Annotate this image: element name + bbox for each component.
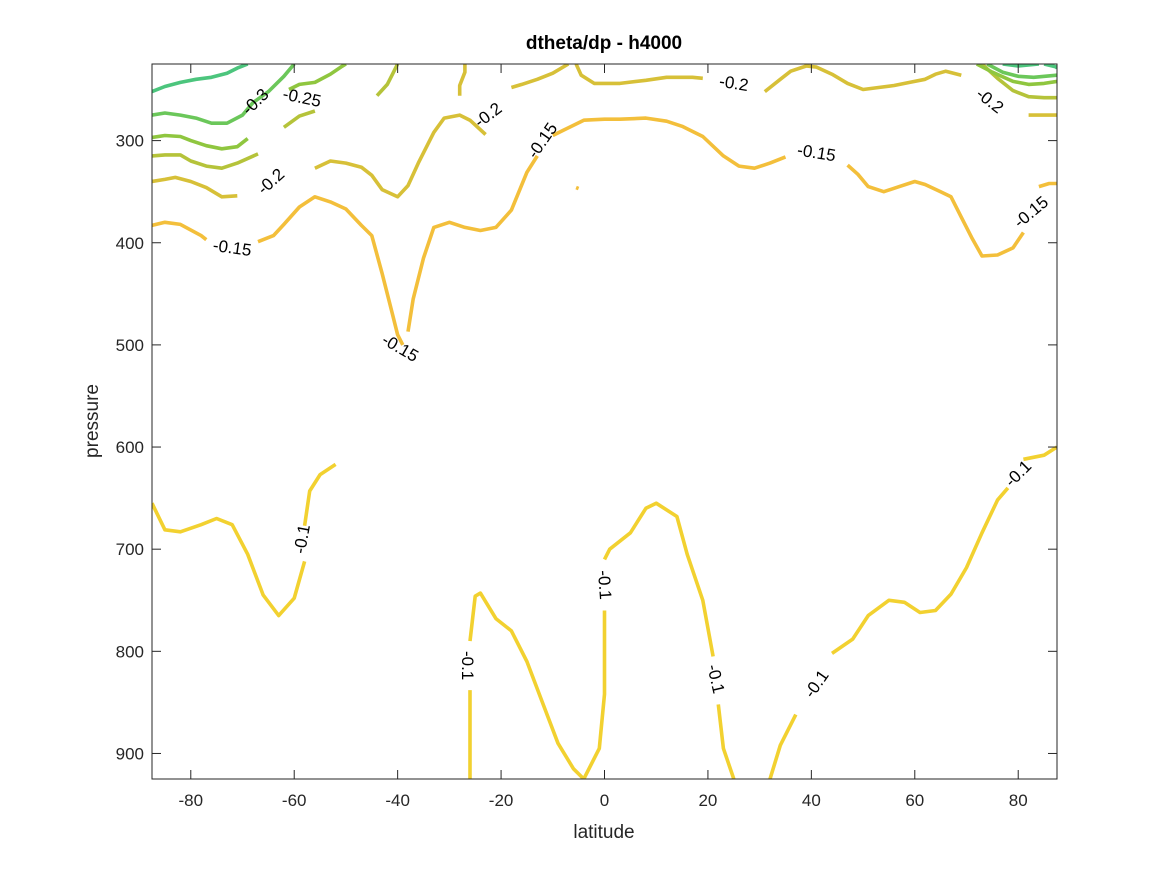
contour-line-25 <box>282 109 316 129</box>
contour-line-6 <box>716 704 736 779</box>
contour-line-19 <box>510 64 570 90</box>
y-tick-label: 800 <box>116 642 144 661</box>
contour-label-13: -0.1 <box>594 570 615 601</box>
contour-label-11: -0.1 <box>290 523 314 555</box>
contour-line-5 <box>602 501 715 657</box>
contour-line-28 <box>152 133 249 151</box>
contour-line-14 <box>846 163 1025 258</box>
contour-line-12 <box>406 154 539 332</box>
contour-line-9 <box>1023 445 1057 462</box>
chart-title: dtheta/dp - h4000 <box>526 33 682 54</box>
contour-line-3 <box>468 591 586 779</box>
contour-line-29 <box>288 64 347 92</box>
x-tick-label: 0 <box>600 791 609 810</box>
y-tick-label: 300 <box>116 132 144 151</box>
contour-line-10 <box>152 220 208 242</box>
contour-line-8 <box>830 486 1010 655</box>
x-tick-label: -80 <box>178 791 203 810</box>
contour-label-12: -0.1 <box>458 651 477 680</box>
contour-line-21 <box>763 64 962 94</box>
y-tick-label: 900 <box>116 744 144 763</box>
y-tick-label: 600 <box>116 438 144 457</box>
contour-line-4 <box>582 610 607 779</box>
y-tick-label: 700 <box>116 540 144 559</box>
x-axis: -80 -60 -40 -20 0 20 40 60 80 <box>178 64 1028 810</box>
contour-line-23 <box>457 64 467 96</box>
contour-line-27 <box>980 64 1057 100</box>
contour-line-0 <box>152 502 307 618</box>
x-tick-label: 40 <box>802 791 821 810</box>
x-axis-label: latitude <box>573 822 634 843</box>
x-tick-label: 20 <box>698 791 717 810</box>
contour-line-13 <box>552 116 787 170</box>
contour-line-20 <box>574 64 703 86</box>
contour-line-33 <box>152 64 249 94</box>
contour-line-32 <box>986 64 1057 80</box>
x-tick-label: -60 <box>282 791 307 810</box>
contour-line-11 <box>257 195 405 346</box>
contour-line-18 <box>314 113 487 199</box>
contour-lines <box>152 64 1057 779</box>
contour-line-1 <box>302 462 337 526</box>
y-axis: 300 400 500 600 700 800 900 <box>116 132 1057 763</box>
contour-line-7 <box>768 713 798 779</box>
contour-line-30 <box>975 64 1057 87</box>
contour-line-35 <box>1043 64 1057 70</box>
contour-line-17 <box>152 175 238 199</box>
contour-line-15 <box>575 185 580 191</box>
contour-line-24 <box>152 152 259 170</box>
contour-line-16 <box>1038 181 1057 189</box>
contour-label-7: -0.2 <box>718 72 750 95</box>
y-tick-label: 500 <box>116 336 144 355</box>
x-tick-label: 80 <box>1009 791 1028 810</box>
y-tick-label: 400 <box>116 234 144 253</box>
contour-line-31 <box>152 64 296 125</box>
y-axis-label: pressure <box>82 384 103 458</box>
x-tick-label: 60 <box>905 791 924 810</box>
x-tick-label: -20 <box>489 791 514 810</box>
contour-line-26 <box>375 64 400 97</box>
x-tick-label: -40 <box>385 791 410 810</box>
